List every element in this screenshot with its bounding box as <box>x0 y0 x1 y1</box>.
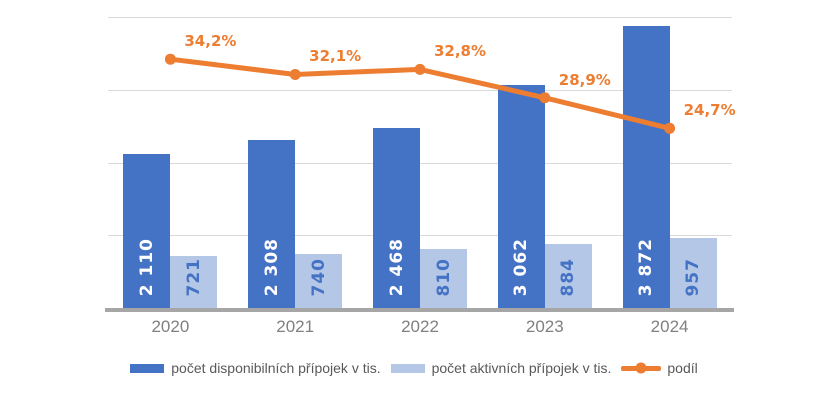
x-axis-label-2022: 2022 <box>401 317 439 336</box>
bar-label-aktivni-2023: 884 <box>558 257 579 297</box>
legend-swatch-aktivni <box>390 363 425 373</box>
podil-line-marker-2021 <box>289 68 301 80</box>
bar-label-disponibilni-2023: 3 062 <box>511 237 532 296</box>
gridline-1000 <box>108 235 732 236</box>
podil-line-marker-2022 <box>414 63 426 75</box>
legend-swatch-disponibilni <box>130 363 165 373</box>
x-axis-line <box>105 308 734 312</box>
line-label-2023: 28,9% <box>558 70 611 89</box>
podil-line <box>167 56 673 131</box>
line-label-2024: 24,7% <box>683 101 736 120</box>
bar-label-disponibilni-2024: 3 872 <box>636 237 657 296</box>
bar-disponibilni-2021 <box>248 140 296 308</box>
bar-aktivni-2024 <box>669 238 717 308</box>
line-label-2022: 32,8% <box>433 42 487 61</box>
bar-label-aktivni-2024: 957 <box>683 257 704 297</box>
legend-label-aktivni: počet aktivních přípojek v tis. <box>431 360 612 376</box>
bar-aktivni-2023 <box>544 243 592 308</box>
bar-label-aktivni-2022: 810 <box>433 257 454 297</box>
legend-label-podil: podíl <box>667 360 698 376</box>
gridline-2000 <box>108 163 732 164</box>
bar-aktivni-2020 <box>170 255 218 308</box>
legend-line-dot-icon <box>635 362 647 374</box>
line-label-2021: 32,1% <box>309 47 362 66</box>
x-axis-label-2021: 2021 <box>276 317 315 336</box>
bar-label-aktivni-2020: 721 <box>183 257 204 297</box>
x-axis-label-2023: 2023 <box>525 317 564 336</box>
line-label-2020: 34,2% <box>184 32 237 51</box>
gridline-4000 <box>108 17 732 18</box>
bar-aktivni-2021 <box>295 254 343 308</box>
bar-disponibilni-2020 <box>123 154 171 308</box>
bar-aktivni-2022 <box>420 249 467 308</box>
bar-label-aktivni-2021: 740 <box>308 257 329 297</box>
bar-disponibilni-2022 <box>373 128 420 308</box>
bar-label-disponibilni-2022: 2 468 <box>386 237 407 296</box>
legend-label-disponibilni: počet disponibilních přípojek v tis. <box>171 360 381 376</box>
podil-line-marker-2020 <box>164 53 176 65</box>
legend-line-marker <box>621 362 662 374</box>
x-axis-label-2024: 2024 <box>650 317 689 336</box>
legend: počet disponibilních přípojek v tis. poč… <box>0 360 828 376</box>
bar-label-disponibilni-2020: 2 110 <box>136 237 157 296</box>
bar-label-disponibilni-2021: 2 308 <box>261 237 282 296</box>
x-axis-label-2020: 2020 <box>151 317 190 336</box>
